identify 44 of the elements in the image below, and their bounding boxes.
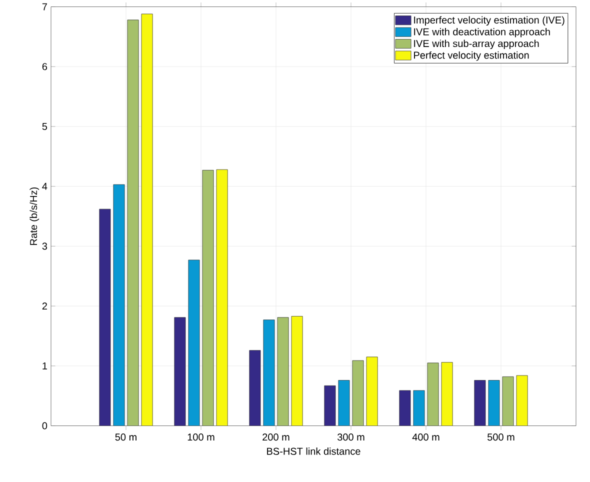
y-tick-label: 4 <box>42 183 48 190</box>
bar <box>202 170 214 426</box>
y-tick-label: 2 <box>42 302 47 310</box>
bar <box>474 380 486 426</box>
bar <box>277 317 289 426</box>
legend-label: Imperfect velocity estimation (IVE) <box>414 16 564 26</box>
bar <box>141 14 153 426</box>
bar <box>113 184 125 426</box>
bar <box>338 380 350 426</box>
y-tick-label: 5 <box>42 123 48 130</box>
x-tick-label: 400 m <box>412 434 440 441</box>
bar <box>99 208 111 426</box>
bar <box>399 390 411 426</box>
bar <box>188 260 200 426</box>
y-tick-label: 6 <box>42 63 48 70</box>
x-tick-label: 500 m <box>488 434 514 441</box>
bar <box>263 320 275 426</box>
bar <box>488 380 500 426</box>
bar <box>366 356 378 426</box>
bar <box>324 386 336 426</box>
y-tick-label: 3 <box>42 242 48 250</box>
bar <box>174 317 186 426</box>
bar <box>502 376 514 426</box>
bar <box>427 362 439 426</box>
bar <box>249 350 261 426</box>
bar <box>516 375 528 426</box>
bar <box>441 362 453 426</box>
bar <box>127 20 139 426</box>
x-tick-label: 100 m <box>188 434 214 441</box>
x-tick-label: 300 m <box>337 434 364 441</box>
bar <box>413 390 425 426</box>
y-tick-label: 1 <box>42 362 47 370</box>
x-axis-title: BS-HST link distance <box>267 448 360 455</box>
legend-label: Perfect velocity estimation <box>414 52 529 61</box>
bar <box>352 360 364 426</box>
bar <box>216 169 228 426</box>
x-tick-label: 50 m <box>115 434 136 441</box>
y-tick-label: 0 <box>42 422 48 430</box>
y-tick-label: 7 <box>42 3 47 10</box>
x-tick-label: 200 m <box>262 434 290 441</box>
bar <box>291 316 303 426</box>
y-axis-title: Rate (b/s/Hz) <box>30 188 40 245</box>
legend-label: IVE with sub-array approach <box>414 40 539 50</box>
legend-label: IVE with deactivation approach <box>414 28 550 38</box>
